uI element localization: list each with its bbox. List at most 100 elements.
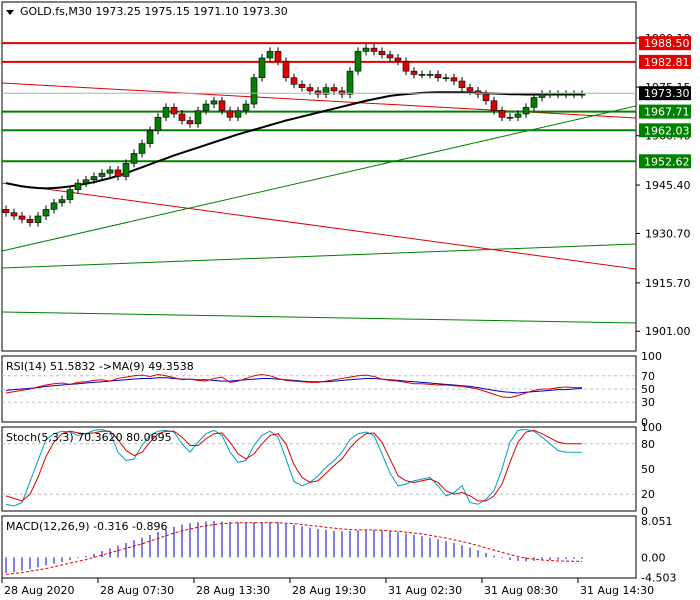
price-axis-label: 1901.00	[645, 325, 691, 338]
candle-body	[82, 179, 90, 184]
candle-body	[66, 189, 74, 200]
price-title: GOLD.fs,M30 1973.25 1975.15 1971.10 1973…	[20, 5, 288, 18]
candle-body	[330, 87, 338, 92]
candle-body	[562, 93, 570, 96]
time-label: 28 Aug 19:30	[292, 584, 366, 597]
candle-body	[34, 215, 42, 223]
candle-body	[570, 93, 578, 96]
stochastic-panel: 100 80 50 20 0	[2, 421, 662, 518]
candle-body	[458, 80, 466, 88]
candle-body	[482, 93, 490, 102]
axis-label: 50	[641, 463, 655, 476]
macd-panel-frame	[1, 515, 637, 579]
level-label: 1988.50	[644, 37, 690, 50]
axis-label: 50	[641, 383, 655, 396]
candle-body	[42, 209, 50, 217]
candle-body	[106, 169, 114, 174]
candle-body	[162, 107, 170, 118]
candle-body	[450, 77, 458, 82]
level-tag	[639, 104, 691, 119]
level-label: 1952.62	[644, 155, 690, 168]
candle-body	[434, 74, 442, 79]
candle-body	[338, 90, 346, 95]
candle-body	[226, 110, 234, 118]
candle-body	[554, 93, 562, 96]
red-trendline-lower	[1, 182, 637, 270]
level-label: 1982.81	[644, 56, 690, 69]
level-tag	[639, 54, 691, 69]
candle-body	[346, 70, 354, 95]
candle-body	[314, 90, 322, 95]
candle-body	[354, 51, 362, 72]
candle-body	[98, 172, 106, 177]
candle-body	[474, 90, 482, 95]
candle-body	[242, 103, 250, 111]
current-price-tag	[639, 86, 691, 101]
stoch-panel-frame	[1, 426, 637, 512]
candle-body	[394, 57, 402, 62]
candle-body	[122, 163, 130, 177]
macd-title: MACD(12,26,9) -0.316 -0.896	[6, 520, 167, 533]
level-tag	[639, 154, 691, 169]
price-axis: 1990.101975.151960.401945.401930.701915.…	[636, 32, 691, 338]
price-panel-frame	[1, 1, 637, 352]
price-axis-label: 1915.70	[645, 277, 691, 290]
stoch-title: Stoch(5,3,3) 70.3620 80.0695	[6, 431, 172, 444]
candle-body	[186, 120, 194, 125]
candle-body	[266, 51, 274, 59]
candle-body	[410, 70, 418, 75]
current-price-label: 1973.30	[644, 87, 690, 100]
candle-body	[138, 143, 146, 154]
green-trendline-middle	[1, 243, 637, 269]
axis-label: 80	[641, 438, 655, 451]
candle-body	[290, 77, 298, 85]
axis-label: 70	[641, 370, 655, 383]
candle-body	[386, 54, 394, 59]
axis-label: 100	[641, 350, 662, 363]
candle-body	[578, 93, 586, 96]
candle-body	[538, 93, 546, 98]
time-label: 31 Aug 02:30	[388, 584, 462, 597]
candle-body	[194, 110, 202, 125]
candle-body	[178, 113, 186, 121]
candle-body	[370, 47, 378, 52]
axis-label: 100	[641, 421, 662, 434]
current-price-marker: 1973.30	[2, 86, 691, 101]
candle-body	[274, 51, 282, 62]
candle-body	[466, 87, 474, 92]
axis-label: 0	[641, 505, 648, 518]
candle-body	[490, 100, 498, 111]
candle-body	[426, 74, 434, 76]
candle-body	[58, 199, 66, 204]
candle-body	[154, 116, 162, 131]
macd-axis-label: -4.503	[641, 572, 676, 585]
candle-body	[74, 182, 82, 190]
candle-body	[306, 87, 314, 92]
level-tag	[639, 36, 691, 51]
axis-label: 20	[641, 488, 655, 501]
candle-body	[234, 110, 242, 118]
candle-body	[522, 107, 530, 115]
candle-body	[18, 215, 26, 220]
green-trendline-lower	[1, 311, 637, 324]
candle-body	[218, 100, 226, 111]
time-label: 28 Aug 13:30	[196, 584, 270, 597]
time-label: 31 Aug 08:30	[484, 584, 558, 597]
series-line	[5, 377, 583, 394]
collapse-triangle-icon[interactable]	[6, 10, 14, 15]
candle-body	[530, 97, 538, 108]
price-axis-label: 1930.70	[645, 227, 691, 240]
axis-label: 30	[641, 396, 655, 409]
candle-body	[202, 103, 210, 111]
candle-body	[250, 77, 258, 105]
level-label: 1967.71	[644, 106, 690, 119]
series-line	[5, 373, 582, 399]
time-label: 31 Aug 14:30	[580, 584, 654, 597]
candle-body	[362, 47, 370, 52]
candle-body	[442, 77, 450, 80]
candle-body	[10, 212, 18, 217]
time-label: 28 Aug 2020	[4, 584, 74, 597]
macd-panel: 8.051 0.00 -4.503	[5, 515, 676, 585]
